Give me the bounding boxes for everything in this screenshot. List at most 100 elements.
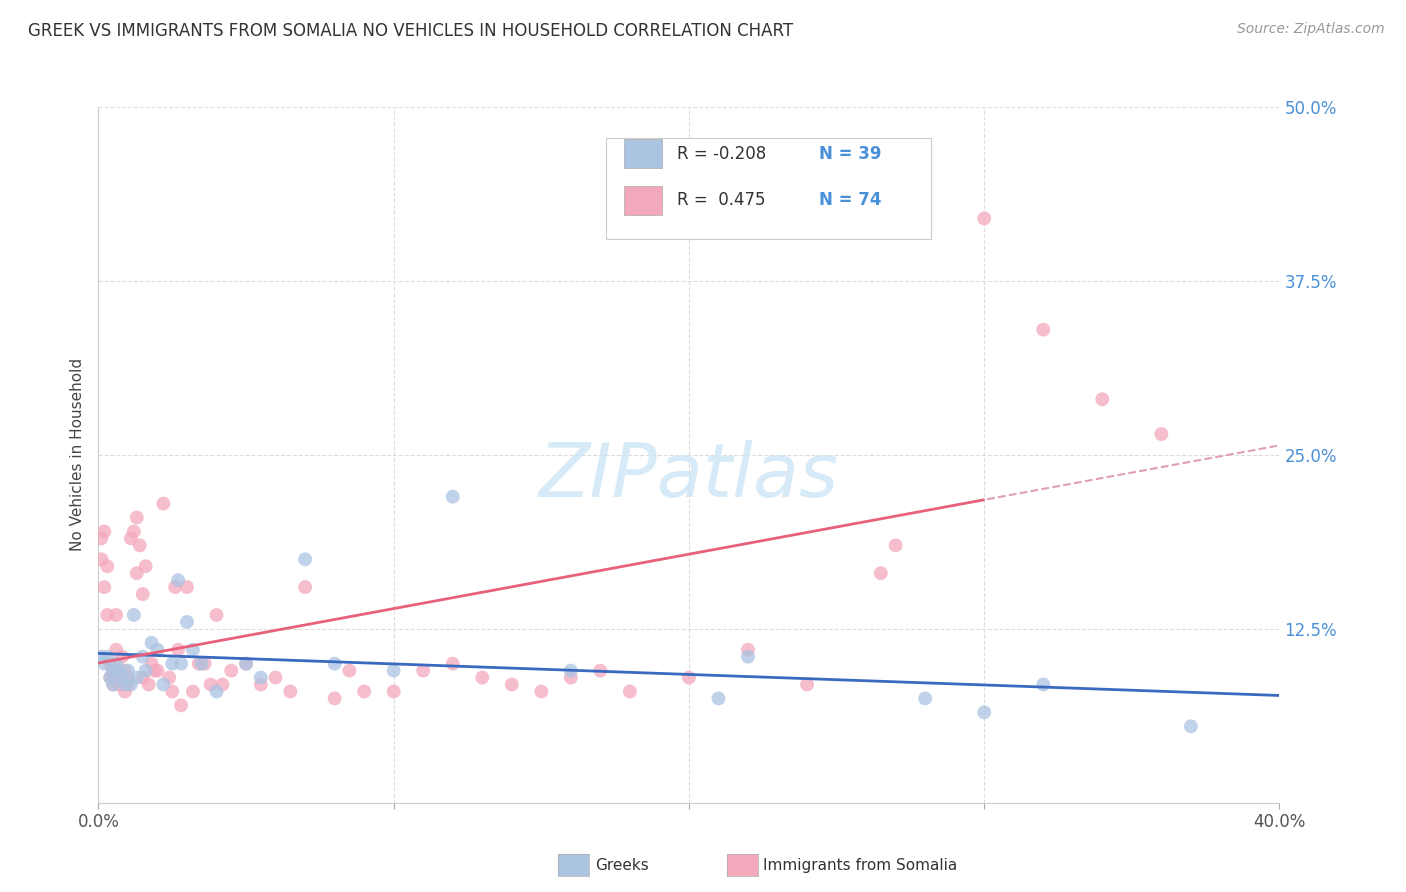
Point: [1032, 677, 1054, 691]
Text: Immigrants from Somalia: Immigrants from Somalia: [763, 858, 957, 872]
Point: [278, 684, 302, 698]
Point: [796, 677, 818, 691]
Point: [105, 607, 128, 622]
Point: [235, 657, 257, 671]
Point: [353, 684, 375, 698]
Point: [170, 698, 193, 713]
Point: [382, 684, 405, 698]
Text: Source: ZipAtlas.com: Source: ZipAtlas.com: [1237, 22, 1385, 37]
Point: [98, 657, 121, 671]
Point: [323, 691, 346, 706]
Point: [737, 649, 759, 664]
Point: [105, 657, 128, 671]
Point: [135, 664, 157, 678]
Point: [96, 649, 118, 664]
Point: [501, 677, 523, 691]
Point: [412, 664, 434, 678]
Point: [1180, 719, 1202, 733]
Point: [96, 559, 118, 574]
Point: [382, 664, 405, 678]
Point: [114, 664, 136, 678]
Point: [441, 490, 464, 504]
Point: [869, 566, 891, 581]
Point: [1091, 392, 1114, 407]
Point: [678, 671, 700, 685]
Text: R =  0.475: R = 0.475: [678, 191, 766, 210]
Text: ZIPatlas: ZIPatlas: [538, 440, 839, 512]
Point: [187, 657, 209, 671]
Point: [90, 552, 112, 566]
Point: [90, 532, 112, 546]
Point: [560, 664, 582, 678]
Point: [108, 664, 131, 678]
Point: [105, 642, 128, 657]
Point: [117, 671, 139, 685]
Point: [98, 671, 121, 685]
Point: [132, 649, 155, 664]
Point: [294, 580, 316, 594]
Point: [181, 642, 204, 657]
Point: [162, 657, 183, 671]
Point: [1032, 323, 1054, 337]
Point: [264, 671, 287, 685]
Point: [294, 552, 316, 566]
Point: [162, 684, 183, 698]
Point: [339, 664, 360, 678]
Point: [103, 664, 125, 678]
Point: [93, 657, 115, 671]
Text: GREEK VS IMMIGRANTS FROM SOMALIA NO VEHICLES IN HOUSEHOLD CORRELATION CHART: GREEK VS IMMIGRANTS FROM SOMALIA NO VEHI…: [28, 22, 793, 40]
Point: [152, 497, 174, 511]
Point: [176, 615, 198, 629]
Point: [122, 607, 145, 622]
Text: N = 74: N = 74: [818, 191, 882, 210]
Point: [125, 566, 148, 581]
Point: [141, 636, 163, 650]
Point: [117, 664, 139, 678]
Point: [103, 677, 125, 691]
Point: [589, 664, 612, 678]
Point: [120, 677, 142, 691]
Point: [90, 649, 112, 664]
Text: N = 39: N = 39: [818, 145, 882, 162]
Point: [165, 580, 187, 594]
Point: [167, 642, 190, 657]
Point: [141, 657, 163, 671]
Point: [146, 642, 169, 657]
Point: [1150, 427, 1173, 442]
Point: [103, 664, 125, 678]
Point: [103, 677, 125, 691]
Point: [973, 706, 995, 720]
Point: [205, 607, 228, 622]
Point: [98, 671, 121, 685]
Y-axis label: No Vehicles in Household: No Vehicles in Household: [70, 359, 86, 551]
FancyBboxPatch shape: [624, 139, 662, 169]
Point: [200, 677, 222, 691]
Point: [111, 671, 134, 685]
Point: [114, 684, 136, 698]
Point: [111, 671, 134, 685]
Point: [250, 671, 273, 685]
Point: [157, 671, 180, 685]
Point: [96, 607, 118, 622]
Point: [135, 559, 157, 574]
Point: [108, 677, 131, 691]
Point: [138, 677, 160, 691]
Point: [146, 664, 169, 678]
Point: [191, 657, 214, 671]
Point: [114, 677, 136, 691]
Point: [143, 664, 166, 678]
FancyBboxPatch shape: [606, 138, 931, 239]
Point: [973, 211, 995, 226]
Point: [132, 671, 155, 685]
Point: [707, 691, 730, 706]
Point: [219, 664, 242, 678]
Point: [737, 642, 759, 657]
Point: [125, 510, 148, 524]
Point: [530, 684, 553, 698]
Point: [108, 664, 131, 678]
Text: Greeks: Greeks: [595, 858, 648, 872]
Point: [560, 671, 582, 685]
Point: [117, 677, 139, 691]
Point: [323, 657, 346, 671]
Point: [122, 524, 145, 539]
